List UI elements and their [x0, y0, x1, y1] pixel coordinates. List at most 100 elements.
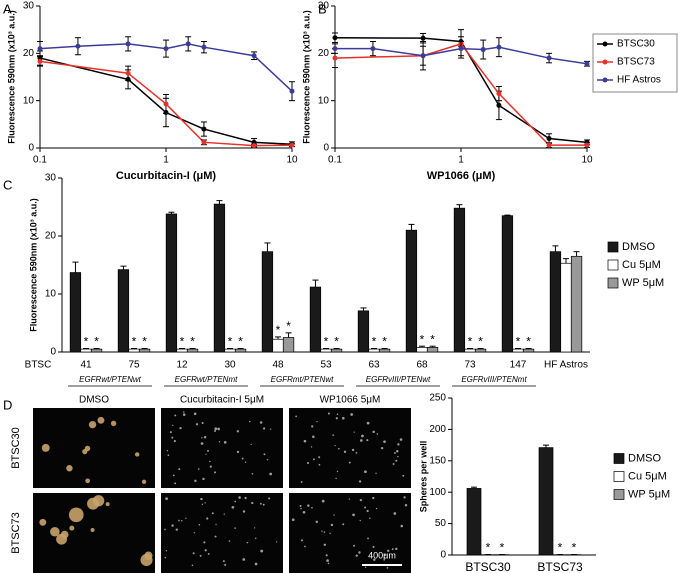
- sphere: [359, 439, 363, 442]
- sphere: [192, 552, 195, 555]
- column-title: DMSO: [79, 395, 109, 406]
- panel-letter: A: [3, 1, 12, 16]
- significance-mark: *: [334, 335, 339, 349]
- sphere: [306, 461, 310, 465]
- sphere: [254, 562, 258, 566]
- y-tick-label: 0: [440, 550, 446, 561]
- sphere: [332, 434, 335, 436]
- x-tick-label: 1: [163, 155, 169, 166]
- sphere: [291, 518, 295, 522]
- bar: [186, 348, 199, 353]
- sphere: [260, 549, 264, 553]
- sphere: [364, 506, 367, 509]
- row-title: BTSC30: [10, 427, 22, 469]
- sphere: [316, 420, 318, 423]
- sphere: [90, 528, 95, 533]
- sphere: [172, 424, 174, 427]
- sphere: [323, 543, 327, 547]
- sphere: [352, 513, 355, 517]
- legend-label: DMSO: [628, 452, 661, 464]
- group-label: EGFRvIII/PTENmt: [461, 375, 527, 384]
- x-tick-label: 147: [510, 360, 527, 371]
- bar: [224, 348, 236, 353]
- bar: [261, 251, 274, 353]
- sphere: [134, 452, 140, 457]
- sphere: [183, 411, 185, 413]
- sphere: [244, 461, 247, 463]
- significance-mark: *: [228, 335, 233, 349]
- scale-bar-label: 400μm: [368, 550, 396, 560]
- sphere: [241, 457, 244, 460]
- sphere: [259, 502, 262, 505]
- sphere: [259, 421, 263, 424]
- sphere: [217, 427, 220, 431]
- data-point: [480, 47, 486, 53]
- sphere: [318, 456, 321, 459]
- y-tick-label: 20: [45, 231, 57, 242]
- sphere: [223, 513, 225, 515]
- sphere: [214, 430, 217, 432]
- sphere: [238, 496, 241, 499]
- sphere: [383, 553, 387, 557]
- sphere: [403, 496, 406, 499]
- data-point: [496, 91, 502, 97]
- sphere: [372, 545, 375, 548]
- sphere: [327, 562, 330, 565]
- sphere: [203, 435, 207, 439]
- sphere: [214, 427, 218, 431]
- sphere: [321, 530, 323, 532]
- sphere: [167, 454, 170, 457]
- sphere: [353, 431, 355, 433]
- sphere: [248, 420, 251, 423]
- y-tick-label: 0: [323, 143, 329, 154]
- sphere: [399, 438, 403, 441]
- data-point: [458, 46, 464, 52]
- sphere: [193, 412, 197, 416]
- sphere: [329, 532, 331, 535]
- significance-mark: *: [382, 335, 387, 349]
- y-tick-label: 0: [50, 347, 56, 358]
- sphere: [87, 497, 99, 510]
- significance-mark: *: [94, 335, 99, 349]
- sphere: [300, 481, 303, 483]
- legend-label: WP 5μM: [622, 277, 664, 289]
- data-point: [496, 44, 502, 50]
- sphere: [205, 453, 207, 455]
- bar: [453, 207, 466, 353]
- sphere: [393, 512, 397, 515]
- sphere: [203, 541, 206, 544]
- sphere: [204, 502, 206, 504]
- sphere: [359, 519, 361, 522]
- legend-label: Cu 5μM: [628, 470, 667, 482]
- bar: [426, 347, 439, 353]
- sphere: [165, 550, 168, 552]
- legend-label: WP 5μM: [628, 488, 670, 500]
- sphere: [39, 518, 47, 526]
- data-point: [125, 41, 131, 47]
- bar: [570, 255, 583, 353]
- sphere: [383, 440, 386, 444]
- bar: [117, 269, 130, 353]
- sphere: [201, 422, 204, 425]
- legend-label: DMSO: [622, 241, 655, 253]
- legend-swatch: [607, 241, 619, 253]
- sphere: [348, 461, 351, 464]
- y-tick-label: 10: [45, 289, 57, 300]
- x-tick-label: 10: [581, 155, 593, 166]
- y-axis-label: Fluorescence 590nm (x10³ a.u.): [6, 10, 16, 144]
- sphere: [366, 439, 369, 442]
- bar: [320, 348, 332, 353]
- sphere: [268, 497, 271, 500]
- sphere: [200, 497, 203, 501]
- sphere: [263, 427, 266, 430]
- data-point: [201, 126, 207, 132]
- bar: [330, 348, 343, 353]
- x-axis-label: WP1066 (μM): [427, 170, 496, 182]
- sphere: [179, 426, 182, 430]
- bar: [466, 488, 482, 556]
- sphere: [335, 417, 338, 420]
- sphere: [202, 477, 205, 481]
- x-tick-label: 73: [464, 360, 476, 371]
- sphere: [197, 468, 200, 470]
